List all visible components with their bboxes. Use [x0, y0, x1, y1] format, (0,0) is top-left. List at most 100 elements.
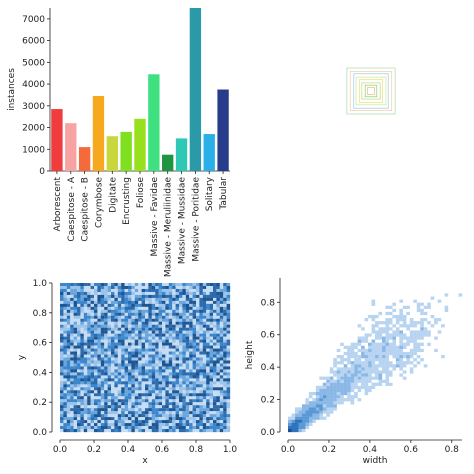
xy-hist-cell — [124, 405, 129, 409]
xy-hist-cell — [189, 402, 193, 406]
xy-hist-cell — [162, 312, 166, 316]
xy-hist-cell — [60, 324, 64, 328]
xy-hist-cell — [155, 288, 159, 293]
xy-hist-cell — [73, 396, 78, 400]
xy-hist-cell — [206, 387, 210, 391]
xy-hist-cell — [213, 327, 217, 331]
xy-hist-cell — [111, 336, 115, 340]
xy-hist-cell — [216, 426, 220, 430]
xy-hist-cell — [104, 288, 108, 293]
wh-hist-cell — [350, 382, 355, 386]
xy-hist-cell — [172, 381, 176, 385]
xy-hist-cell — [104, 327, 108, 331]
xy-hist-cell — [175, 381, 180, 385]
wh-hist-cell — [406, 327, 410, 331]
xy-hist-cell — [209, 351, 214, 355]
xy-hist-cell — [213, 342, 217, 346]
xy-hist-cell — [162, 330, 166, 334]
xy-hist-cell — [63, 417, 67, 421]
xy-hist-cell — [77, 306, 81, 310]
xy-hist-cell — [199, 426, 203, 430]
xy-hist-cell — [70, 414, 74, 418]
xy-hist-cell — [97, 390, 101, 394]
xy-hist-cell — [182, 303, 186, 307]
xy-hist-cell — [73, 360, 78, 364]
xy-hist-cell — [148, 345, 152, 349]
wh-hist-cell — [294, 413, 299, 417]
xy-hist-cell — [189, 426, 193, 430]
xy-hist-cell — [216, 291, 220, 296]
wh-hist-cell — [413, 364, 417, 368]
xy-hist-cell — [131, 324, 135, 328]
xy-hist-cell — [141, 354, 146, 358]
xy-hist-cell — [226, 429, 231, 433]
xy-hist-cell — [111, 294, 115, 299]
xy-hist-cell — [206, 318, 210, 322]
xy-hist-cell — [199, 384, 203, 388]
wh-hist-cell — [319, 398, 323, 402]
wh-hist-cell — [368, 376, 372, 380]
xy-hist-cell — [107, 327, 112, 331]
xy-hist-cell — [63, 420, 67, 424]
xy-hist-cell — [202, 372, 207, 376]
xy-hist-cell — [158, 324, 163, 328]
wh-y-tick-label: 0.8 — [261, 298, 276, 308]
xy-hist-cell — [97, 399, 101, 403]
wh-hist-cell — [395, 333, 400, 337]
xy-hist-cell — [196, 429, 200, 433]
xy-hist-cell — [223, 369, 227, 373]
xy-hist-cell — [107, 300, 112, 305]
xy-hist-cell — [111, 408, 115, 412]
xy-hist-cell — [111, 291, 115, 296]
wh-hist-cell — [329, 376, 334, 380]
xy-hist-cell — [141, 324, 146, 328]
xy-hist-cell — [117, 342, 122, 346]
xy-hist-cell — [206, 366, 210, 370]
xy-hist-cell — [131, 285, 135, 290]
wh-hist-cell — [308, 401, 313, 405]
xy-hist-cell — [66, 381, 71, 385]
xy-hist-cell — [182, 354, 186, 358]
xy-hist-cell — [145, 366, 149, 370]
wh-hist-cell — [329, 385, 334, 390]
xy-hist-cell — [111, 309, 115, 313]
xy-hist-cell — [213, 402, 217, 406]
wh-hist-cell — [409, 330, 414, 334]
xy-hist-cell — [131, 390, 135, 394]
xy-hist-cell — [111, 306, 115, 310]
xy-hist-cell — [213, 315, 217, 319]
xy-hist-cell — [138, 283, 142, 287]
xy-hist-cell — [151, 369, 156, 373]
xy-hist-cell — [168, 399, 173, 403]
xy-hist-cell — [158, 312, 163, 316]
xy-hist-cell — [213, 405, 217, 409]
xy-hist-cell — [158, 306, 163, 310]
wh-hist-cell — [427, 321, 431, 325]
wh-hist-cell — [381, 348, 386, 353]
xy-hist-cell — [148, 283, 152, 287]
xy-hist-cell — [199, 363, 203, 367]
xy-hist-cell — [172, 345, 176, 349]
xy-hist-cell — [121, 351, 125, 355]
xy-hist-cell — [100, 333, 105, 337]
xy-hist-cell — [213, 357, 217, 361]
xy-hist-cell — [138, 357, 142, 361]
xy-hist-cell — [66, 345, 71, 349]
xy-hist-cell — [219, 345, 224, 349]
xy-hist-cell — [80, 393, 84, 397]
xy-hist-cell — [199, 351, 203, 355]
xy-hist-cell — [202, 423, 207, 427]
wh-hist-cell — [368, 342, 372, 346]
xy-hist-cell — [209, 312, 214, 316]
xy-hist-cell — [73, 318, 78, 322]
xy-hist-cell — [124, 366, 129, 370]
wh-hist-cell — [388, 318, 393, 322]
xy-hist-cell — [219, 294, 224, 299]
xy-hist-cell — [155, 360, 159, 364]
xy-hist-cell — [134, 306, 139, 310]
xy-hist-cell — [90, 393, 95, 397]
xy-hist-cell — [100, 399, 105, 403]
xy-hist-cell — [97, 417, 101, 421]
xy-hist-cell — [199, 357, 203, 361]
wh-hist-cell — [409, 370, 414, 374]
